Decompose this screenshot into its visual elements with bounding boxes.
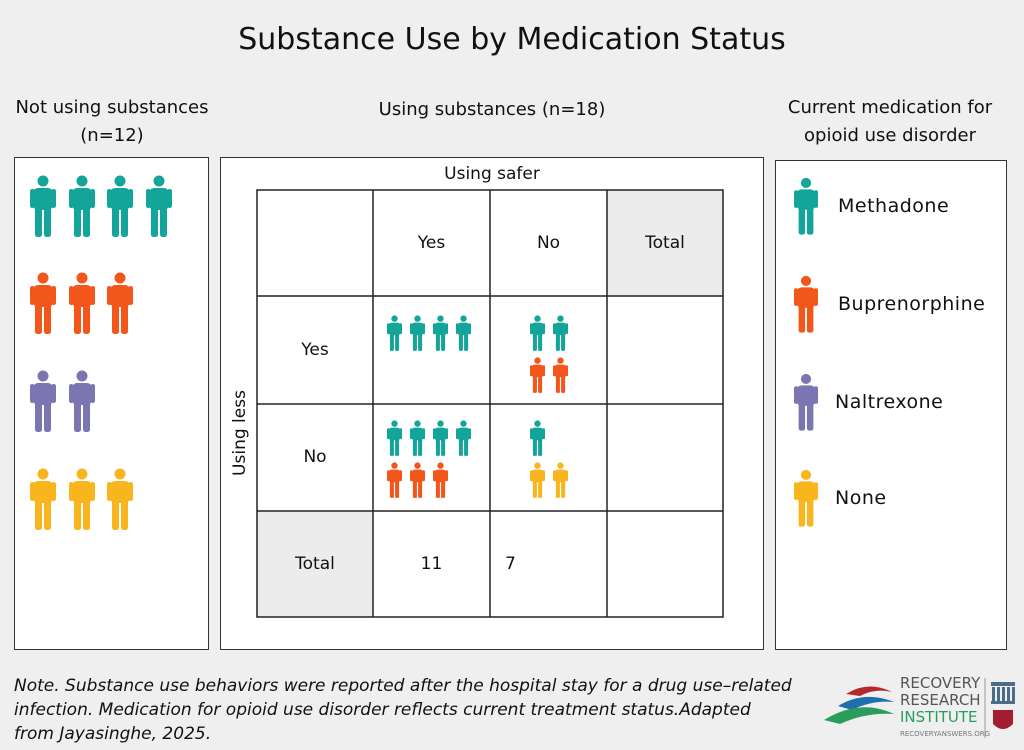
none-person-icon: [794, 467, 818, 533]
buprenorphine-person-icon: [530, 357, 545, 397]
row-yes-label: Yes: [301, 340, 329, 360]
not-using-header: Not using substances (n=12): [0, 94, 224, 150]
logo-line3: INSTITUTE: [900, 708, 978, 726]
buprenorphine-person-icon: [68, 272, 95, 338]
col-no-label: No: [536, 233, 561, 253]
total-col-yes-value: 11: [420, 554, 443, 574]
buprenorphine-person-icon: [107, 272, 133, 338]
methadone-person-icon: [530, 315, 545, 355]
none-person-icon: [30, 468, 56, 534]
legend-title-line1: Current medication for: [787, 97, 993, 118]
methadone-person-icon: [794, 175, 818, 241]
methadone-person-icon: [30, 175, 56, 241]
shield-icon: [993, 710, 1013, 729]
row-total-label: Total: [295, 554, 335, 574]
naltrexone-person-icon: [68, 370, 95, 436]
total-header-shade: [607, 190, 723, 296]
methadone-person-icon: [68, 175, 95, 241]
naltrexone-person-icon: [794, 371, 818, 437]
row-no-label: No: [303, 447, 327, 467]
col-yes-label: Yes: [417, 233, 446, 253]
naltrexone-person-icon: [30, 370, 56, 436]
methadone-person-icon: [456, 315, 471, 355]
legend-title-line2: opioid use disorder: [804, 125, 976, 146]
logo-url: RECOVERYANSWERS.ORG: [900, 730, 991, 738]
buprenorphine-person-icon: [794, 273, 818, 339]
total-row-shade: [257, 511, 373, 617]
methadone-person-icon: [107, 175, 133, 241]
methadone-person-icon: [387, 420, 402, 460]
buprenorphine-person-icon: [30, 272, 56, 338]
methadone-person-icon: [145, 175, 172, 241]
col-axis-label: Using safer: [444, 164, 540, 184]
legend-label-methadone: Methadone: [838, 195, 950, 217]
legend-label-naltrexone: Naltrexone: [835, 391, 944, 413]
methadone-person-icon: [553, 315, 568, 355]
page-title: Substance Use by Medication Status: [238, 22, 786, 57]
legend-header: Current medication for opioid use disord…: [770, 94, 1010, 150]
col-total-label: Total: [645, 233, 685, 253]
pillar-icon: [991, 682, 1015, 704]
methadone-person-icon: [456, 420, 471, 460]
methadone-person-icon: [530, 420, 545, 460]
methadone-person-icon: [410, 315, 425, 355]
not-using-count: (n=12): [80, 125, 144, 146]
methadone-person-icon: [433, 315, 448, 355]
recovery-research-institute-logo: RECOVERY RESEARCH INSTITUTE RECOVERYANSW…: [820, 672, 1020, 746]
none-person-icon: [530, 462, 545, 502]
not-using-label: Not using substances: [15, 97, 209, 118]
legend-panel: [775, 160, 1007, 650]
buprenorphine-person-icon: [410, 462, 425, 502]
legend-label-buprenorphine: Buprenorphine: [838, 293, 986, 315]
methadone-person-icon: [387, 315, 402, 355]
logo-line2: RESEARCH: [900, 691, 981, 709]
none-person-icon: [107, 468, 133, 534]
logo-swoosh-icon: [824, 678, 1015, 738]
methadone-person-icon: [410, 420, 425, 460]
using-header: Using substances (n=18): [378, 99, 606, 120]
buprenorphine-person-icon: [433, 462, 448, 502]
logo-line1: RECOVERY: [900, 674, 981, 692]
footnote: Note. Substance use behaviors were repor…: [14, 676, 792, 744]
none-person-icon: [68, 468, 95, 534]
buprenorphine-person-icon: [387, 462, 402, 502]
none-person-icon: [553, 462, 568, 502]
buprenorphine-person-icon: [553, 357, 568, 397]
total-col-no-value: 7: [505, 554, 516, 574]
legend-label-none: None: [835, 487, 887, 509]
methadone-person-icon: [433, 420, 448, 460]
